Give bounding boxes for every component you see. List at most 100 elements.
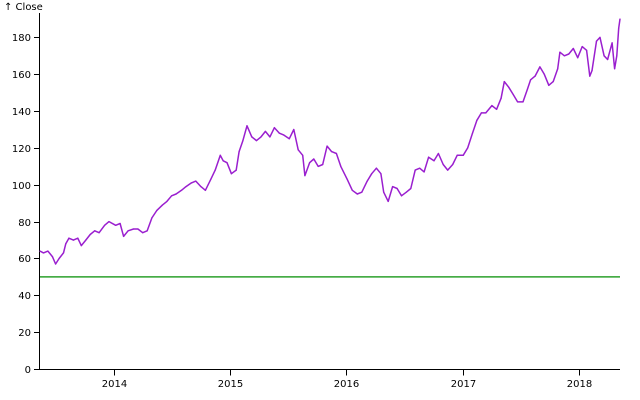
data-points — [39, 18, 621, 265]
data-point — [322, 163, 324, 166]
data-point — [548, 84, 550, 86]
data-point — [108, 221, 110, 223]
data-point — [447, 169, 449, 171]
data-point — [222, 160, 224, 162]
data-point — [302, 154, 304, 156]
data-point — [180, 189, 183, 191]
data-point — [599, 36, 601, 39]
data-point — [581, 46, 583, 48]
data-point — [591, 70, 593, 72]
data-point — [255, 140, 258, 142]
x-tick-label: 2014 — [102, 379, 127, 390]
data-point — [433, 160, 435, 162]
data-point — [552, 81, 554, 83]
data-point — [508, 86, 510, 88]
data-point — [246, 125, 248, 127]
data-point — [326, 145, 328, 147]
data-point — [210, 178, 212, 180]
data-point — [317, 165, 319, 167]
data-point — [539, 66, 541, 68]
data-point — [123, 235, 125, 237]
data-point — [491, 105, 493, 107]
data-point — [485, 112, 487, 114]
data-point — [452, 163, 454, 166]
x-tick-label: 2016 — [334, 379, 359, 390]
data-point — [293, 128, 295, 131]
data-point — [568, 53, 570, 55]
data-point — [94, 230, 96, 232]
y-tick-label: 120 — [12, 144, 31, 155]
data-point — [335, 152, 337, 155]
data-point — [392, 186, 394, 188]
data-point — [419, 167, 421, 169]
data-point — [204, 189, 206, 191]
data-point — [297, 149, 299, 151]
data-point — [611, 42, 613, 44]
data-point — [595, 40, 598, 42]
data-point — [517, 101, 519, 103]
data-point — [104, 224, 106, 226]
data-point — [68, 237, 70, 239]
data-point — [269, 136, 271, 138]
data-point — [467, 147, 469, 149]
data-point — [309, 162, 311, 164]
data-point — [586, 49, 588, 51]
data-point — [80, 245, 82, 247]
data-point — [283, 134, 285, 136]
y-axis-title: ↑ Close — [4, 2, 43, 13]
x-axis-ticks: 2014 2015 2016 2017 2018 — [102, 369, 592, 390]
data-point — [175, 193, 177, 195]
data-point — [400, 195, 403, 197]
data-point — [132, 228, 135, 230]
data-point — [414, 169, 416, 171]
data-point — [410, 187, 412, 190]
y-axis-ticks: 0 20 40 60 80 100 120 140 160 180 — [12, 33, 40, 376]
data-point — [456, 154, 458, 156]
data-point — [127, 230, 129, 232]
data-point — [437, 152, 439, 155]
data-point — [146, 230, 148, 232]
data-point — [522, 101, 524, 103]
close-price-line — [39, 18, 621, 265]
data-point — [396, 187, 398, 190]
data-point — [166, 200, 168, 202]
data-point — [115, 224, 117, 226]
data-point — [89, 233, 91, 236]
data-point — [51, 256, 54, 258]
data-point — [577, 57, 579, 59]
data-point — [238, 151, 240, 153]
data-point — [304, 175, 306, 177]
data-point — [380, 173, 382, 175]
data-point — [346, 178, 348, 180]
y-tick-label: 180 — [12, 33, 31, 44]
data-point — [387, 200, 389, 202]
data-point — [607, 58, 609, 61]
data-point — [190, 182, 192, 184]
data-point — [62, 252, 65, 254]
data-point — [219, 154, 221, 156]
data-point — [405, 191, 407, 193]
data-point — [273, 127, 275, 129]
data-point — [530, 79, 532, 81]
data-point — [480, 112, 482, 114]
data-point — [200, 186, 202, 188]
data-point — [563, 55, 566, 57]
y-tick-label: 160 — [12, 70, 31, 81]
data-point — [119, 222, 121, 225]
data-point — [366, 180, 368, 182]
data-point — [65, 243, 67, 245]
data-point — [423, 171, 425, 173]
data-point — [260, 136, 262, 138]
data-point — [442, 163, 444, 166]
data-point — [375, 167, 377, 169]
data-point — [55, 263, 57, 265]
data-point — [331, 151, 333, 153]
data-point — [496, 108, 498, 110]
data-point — [278, 132, 280, 134]
data-point — [58, 257, 60, 260]
data-point — [235, 169, 237, 171]
data-point — [251, 136, 253, 138]
data-point — [340, 165, 342, 167]
y-tick-label: 100 — [12, 181, 31, 192]
data-point — [137, 228, 139, 230]
